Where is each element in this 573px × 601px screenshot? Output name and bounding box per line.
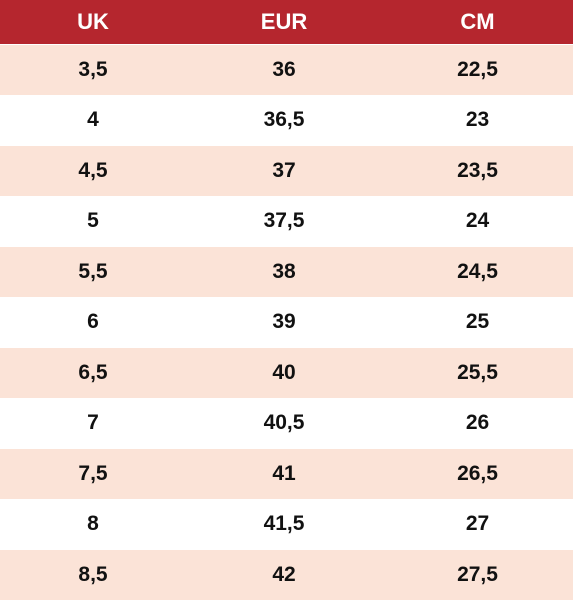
cell-cm: 26,5 [382, 448, 573, 500]
cell-uk: 5 [0, 196, 186, 247]
table-row: 5 37,5 24 [0, 196, 573, 247]
cell-cm: 23 [382, 95, 573, 146]
table-row: 8,5 42 27,5 [0, 549, 573, 601]
cell-eur: 37 [186, 145, 382, 197]
table-row: 5,5 38 24,5 [0, 246, 573, 298]
cell-cm: 23,5 [382, 145, 573, 197]
cell-cm: 22,5 [382, 44, 573, 96]
cell-uk: 6,5 [0, 347, 186, 399]
cell-cm: 27,5 [382, 549, 573, 601]
cell-eur: 40,5 [186, 398, 382, 449]
cell-uk: 7,5 [0, 448, 186, 500]
cell-eur: 41,5 [186, 499, 382, 550]
cell-eur: 39 [186, 297, 382, 348]
cell-eur: 38 [186, 246, 382, 298]
cell-uk: 5,5 [0, 246, 186, 298]
table-row: 4 36,5 23 [0, 95, 573, 146]
cell-uk: 7 [0, 398, 186, 449]
cell-eur: 42 [186, 549, 382, 601]
table-row: 8 41,5 27 [0, 499, 573, 550]
cell-uk: 6 [0, 297, 186, 348]
header-row: UK EUR CM [0, 0, 573, 45]
cell-eur: 40 [186, 347, 382, 399]
cell-cm: 25,5 [382, 347, 573, 399]
header-cm: CM [382, 0, 573, 45]
header-eur: EUR [186, 0, 382, 45]
table-row: 7,5 41 26,5 [0, 448, 573, 500]
cell-uk: 3,5 [0, 44, 186, 96]
table-row: 6,5 40 25,5 [0, 347, 573, 399]
cell-cm: 27 [382, 499, 573, 550]
cell-eur: 36,5 [186, 95, 382, 146]
cell-cm: 26 [382, 398, 573, 449]
table-row: 4,5 37 23,5 [0, 145, 573, 197]
cell-cm: 25 [382, 297, 573, 348]
table-body: 3,5 36 22,5 4 36,5 23 4,5 37 23,5 5 37,5… [0, 44, 573, 601]
cell-cm: 24 [382, 196, 573, 247]
cell-eur: 36 [186, 44, 382, 96]
cell-uk: 4,5 [0, 145, 186, 197]
table-row: 7 40,5 26 [0, 398, 573, 449]
cell-uk: 8 [0, 499, 186, 550]
cell-eur: 37,5 [186, 196, 382, 247]
cell-uk: 4 [0, 95, 186, 146]
table-row: 3,5 36 22,5 [0, 44, 573, 96]
cell-uk: 8,5 [0, 549, 186, 601]
header-uk: UK [0, 0, 186, 45]
cell-cm: 24,5 [382, 246, 573, 298]
cell-eur: 41 [186, 448, 382, 500]
table-header: UK EUR CM [0, 0, 573, 45]
table-row: 6 39 25 [0, 297, 573, 348]
